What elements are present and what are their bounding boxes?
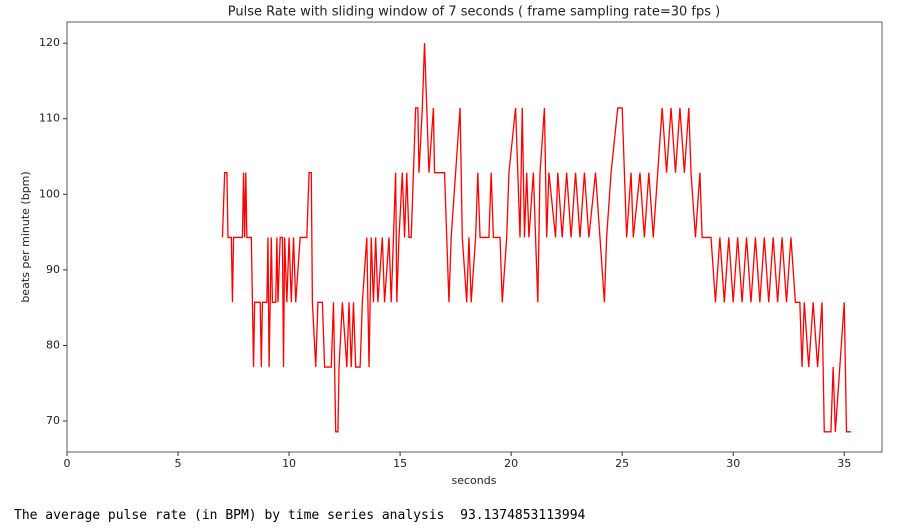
chart-title: Pulse Rate with sliding window of 7 seco… <box>228 5 720 20</box>
x-tick-label: 0 <box>64 457 71 470</box>
y-tick-label: 110 <box>39 112 60 125</box>
output-text: The average pulse rate (in BPM) by time … <box>14 508 586 523</box>
chart: Pulse Rate with sliding window of 7 seco… <box>19 5 883 487</box>
x-tick-label: 15 <box>393 457 407 470</box>
x-tick-label: 30 <box>726 457 740 470</box>
pulse-line <box>221 43 851 433</box>
x-tick-label: 35 <box>837 457 851 470</box>
plot-frame <box>66 21 883 453</box>
x-tick-label: 10 <box>282 457 296 470</box>
y-tick-label: 100 <box>39 187 60 200</box>
y-tick-label: 70 <box>46 414 60 427</box>
x-tick-label: 25 <box>615 457 629 470</box>
y-tick-label: 80 <box>46 338 60 351</box>
x-axis-label: seconds <box>452 474 497 487</box>
y-axis-label: beats per minute (bpm) <box>19 171 32 302</box>
x-tick-label: 20 <box>504 457 518 470</box>
y-tick-label: 90 <box>46 263 60 276</box>
x-tick-label: 5 <box>175 457 182 470</box>
y-tick-label: 120 <box>39 36 60 49</box>
